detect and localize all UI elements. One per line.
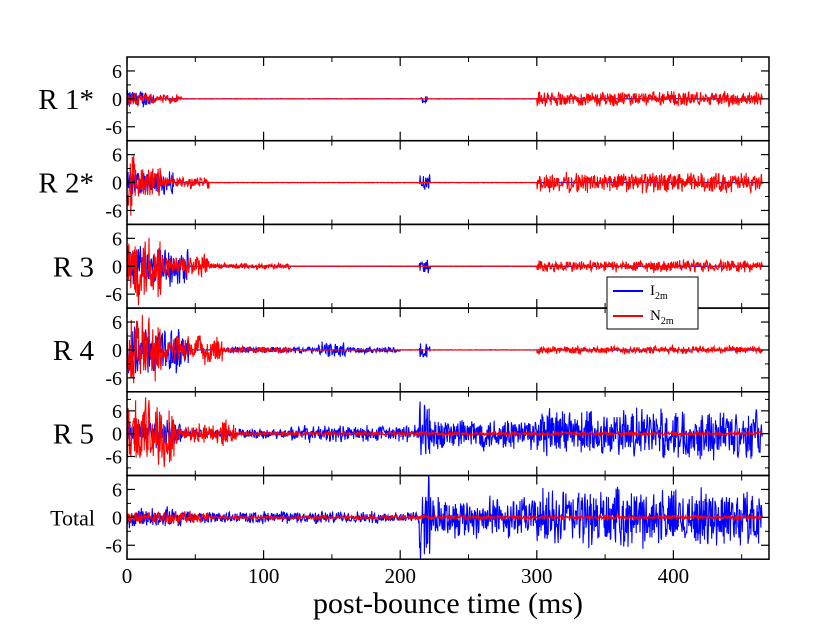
legend-label-n2m: N2m [650, 308, 674, 327]
xtick-label-2: 200 [384, 564, 416, 588]
legend-box [606, 276, 699, 330]
panel-label-r5: R 5 [53, 419, 94, 451]
ytick-label-r3-0: 6 [112, 228, 122, 250]
chart-traces [127, 90, 764, 560]
legend-label-i2m: I2m [650, 283, 668, 302]
ytick-label-r1-0: 6 [112, 61, 122, 83]
panel-label-total: Total [50, 505, 95, 530]
series-n2m-r3 [127, 237, 764, 306]
ytick-label-total-2: -6 [105, 535, 122, 557]
ytick-label-r4-2: -6 [105, 368, 122, 390]
series-n2m-r1 [127, 90, 764, 108]
panel-label-r1: R 1* [38, 84, 94, 116]
ytick-label-r3-1: 0 [112, 256, 122, 278]
ytick-label-r4-1: 0 [112, 340, 122, 362]
series-n2m-r5 [127, 397, 764, 468]
xtick-label-0: 0 [122, 564, 133, 588]
ytick-label-r5-2: -6 [105, 446, 122, 468]
series-n2m-r4 [127, 314, 764, 384]
ytick-label-r2-2: -6 [105, 200, 122, 222]
ytick-label-total-0: 6 [112, 479, 122, 501]
xtick-label-3: 300 [521, 564, 553, 588]
ytick-label-total-1: 0 [112, 507, 122, 529]
ytick-label-r3-2: -6 [105, 284, 122, 306]
panel-label-r4: R 4 [53, 335, 95, 367]
chart-labels: 60-6R 1*60-6R 2*60-6R 360-6R 460-6R 560-… [38, 61, 689, 588]
ytick-label-r5-1: 0 [112, 424, 122, 446]
xtick-label-4: 400 [658, 564, 690, 588]
xtick-label-1: 100 [248, 564, 280, 588]
ytick-label-r5-0: 6 [112, 401, 122, 423]
panel-label-r2: R 2* [38, 168, 94, 200]
ytick-label-r2-1: 0 [112, 173, 122, 195]
ytick-label-r1-1: 0 [112, 89, 122, 111]
chart-legend: I2m N2m [606, 276, 699, 330]
chart-ticks [126, 56, 769, 560]
ytick-label-r2-0: 6 [112, 145, 122, 167]
series-n2m-total [127, 510, 764, 525]
x-axis-label: post-bounce time (ms) [313, 587, 583, 620]
panel-label-r3: R 3 [53, 251, 94, 283]
ytick-label-r4-0: 6 [112, 312, 122, 334]
series-n2m-r2 [127, 155, 764, 216]
ytick-label-r1-2: -6 [105, 117, 122, 139]
